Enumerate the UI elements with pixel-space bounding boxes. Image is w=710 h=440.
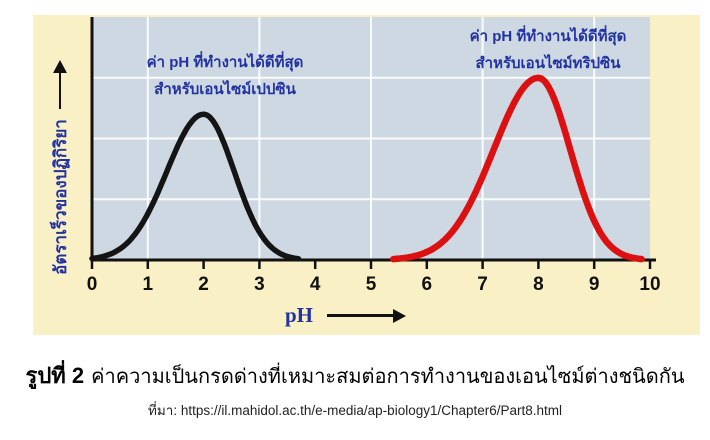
chart-panel: 0 1 2 3 4 5 6 7 8 9 10 อัตราเร็วของปฏิกิริยา ค่า p… <box>33 15 700 335</box>
right-arrow-icon <box>327 308 407 323</box>
x-tick-label: 0 <box>87 274 98 295</box>
x-tick-label: 7 <box>477 274 488 295</box>
figure-source: ที่มา: https://il.mahidol.ac.th/e-media/… <box>147 403 563 418</box>
figure-caption: รูปที่ 2 ค่าความเป็นกรดด่างที่เหมาะสมต่อก… <box>0 356 710 397</box>
x-tick-label: 4 <box>310 274 321 295</box>
x-axis-label: pH <box>285 303 407 328</box>
x-tick-label: 3 <box>254 274 265 295</box>
caption-text: ค่าความเป็นกรดด่างที่เหมาะสมต่อการทำงานข… <box>91 366 685 388</box>
x-tick-label: 8 <box>533 274 544 295</box>
pepsin-curve <box>89 111 302 262</box>
x-tick-label: 1 <box>143 274 154 295</box>
x-tick-label: 6 <box>422 274 433 295</box>
caption-number: รูปที่ 2 <box>25 363 85 388</box>
ph-activity-chart: 0 1 2 3 4 5 6 7 8 9 10 <box>87 17 661 295</box>
x-tick-label: 10 <box>639 274 660 295</box>
x-tick-label: 2 <box>198 274 209 295</box>
trypsin-curve <box>390 74 645 263</box>
x-tick-label: 5 <box>366 274 377 295</box>
x-axis-label-text: pH <box>285 303 314 327</box>
x-tick-label: 9 <box>589 274 600 295</box>
